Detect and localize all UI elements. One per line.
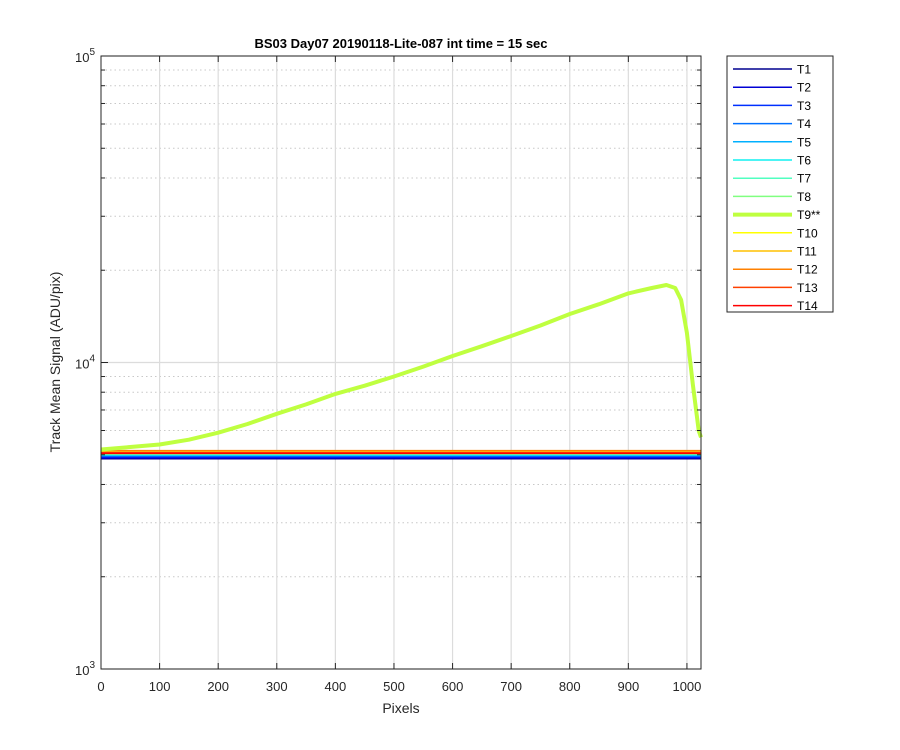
x-tick-label: 500 [383, 679, 405, 694]
legend-label: T12 [797, 263, 818, 277]
x-tick-label: 600 [442, 679, 464, 694]
legend-label: T14 [797, 299, 818, 313]
series-group [100, 283, 703, 460]
x-axis-label: Pixels [382, 700, 419, 716]
legend-label: T1 [797, 63, 811, 77]
legend-label: T3 [797, 99, 811, 113]
x-tick-label: 300 [266, 679, 288, 694]
legend-label: T8 [797, 190, 811, 204]
x-tick-label: 700 [500, 679, 522, 694]
x-tick-label: 900 [617, 679, 639, 694]
legend-label: T7 [797, 172, 811, 186]
legend-label: T13 [797, 281, 818, 295]
legend-label: T2 [797, 81, 811, 95]
legend-label: T4 [797, 117, 811, 131]
x-tick-label: 200 [207, 679, 229, 694]
x-tick-label: 100 [149, 679, 171, 694]
legend-label: T9** [797, 208, 821, 222]
x-tick-label: 0 [97, 679, 104, 694]
y-tick-label: 104 [75, 354, 95, 372]
series-line-t9 [100, 283, 703, 452]
legend-label: T11 [797, 245, 817, 259]
x-tick-label: 1000 [672, 679, 701, 694]
legend-label: T5 [797, 135, 811, 149]
legend: T1 T2 T3 T4 T5 T6 T7 T8 T9** T10 T11 T12 T13 T14 [726, 55, 834, 313]
y-axis-label: Track Mean Signal (ADU/pix) [47, 272, 63, 453]
axis-ticks: 103 104 105 0 100 200 300 400 500 600 700 800 900 100… [75, 47, 701, 694]
y-tick-label: 103 [75, 660, 95, 678]
y-tick-label: 105 [75, 47, 95, 65]
x-tick-label: 400 [325, 679, 347, 694]
chart-title: BS03 Day07 20190118-Lite-087 int time = … [254, 36, 547, 51]
x-tick-label: 800 [559, 679, 581, 694]
legend-label: T6 [797, 154, 811, 168]
legend-label: T10 [797, 226, 818, 240]
